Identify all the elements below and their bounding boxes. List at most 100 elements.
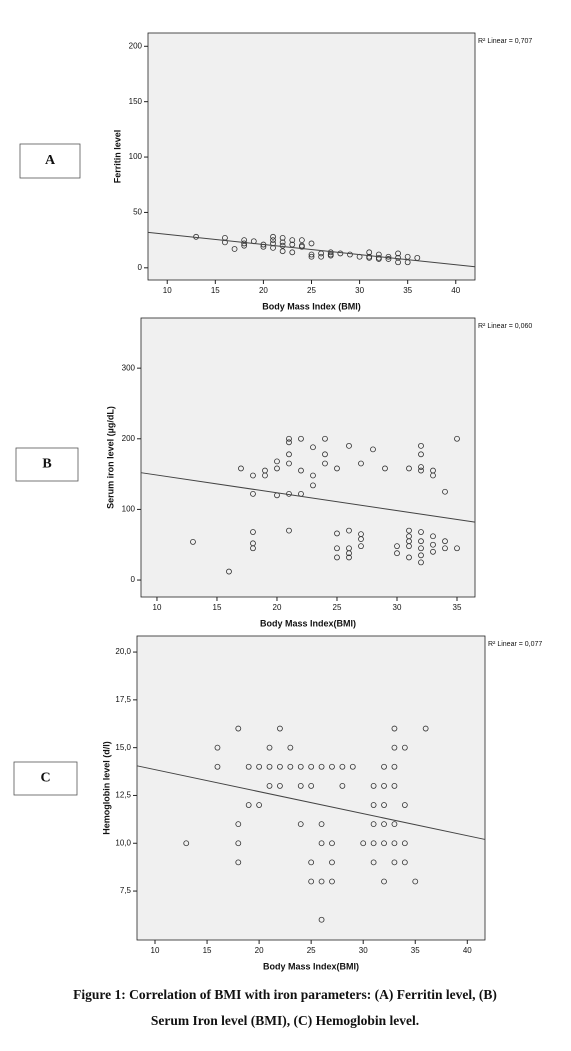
x-tick-label: 25 <box>307 946 316 955</box>
plot-area <box>147 32 476 281</box>
point <box>250 545 256 552</box>
point <box>277 763 283 770</box>
point <box>406 554 412 561</box>
point <box>298 237 305 244</box>
point <box>381 821 387 828</box>
point <box>360 840 367 847</box>
point <box>370 782 377 789</box>
point <box>358 536 364 542</box>
point <box>370 446 376 453</box>
y-tick-label: 150 <box>129 97 143 106</box>
point <box>406 543 412 550</box>
point <box>250 490 256 497</box>
r2-annotation: R² Linear = 0,707 <box>478 38 532 45</box>
x-tick-label: 40 <box>451 286 460 295</box>
point <box>310 482 316 489</box>
point <box>381 802 387 808</box>
point <box>297 763 304 770</box>
point <box>418 538 424 545</box>
point <box>346 554 352 561</box>
x-tick-label: 20 <box>273 603 282 612</box>
point <box>241 242 248 249</box>
point <box>287 744 294 751</box>
point <box>245 763 252 770</box>
point <box>346 442 352 449</box>
point <box>289 237 296 244</box>
point <box>412 878 419 885</box>
panel-box <box>15 447 79 482</box>
x-tick-label: 20 <box>259 286 268 295</box>
point <box>329 763 335 770</box>
point <box>395 259 401 266</box>
point <box>270 237 276 244</box>
point <box>334 465 340 472</box>
point <box>310 472 316 479</box>
point <box>222 239 228 246</box>
point <box>418 464 424 470</box>
point <box>391 821 398 828</box>
y-tick-label: 0 <box>138 263 143 272</box>
point <box>391 782 398 789</box>
point <box>318 821 325 828</box>
y-axis-label: Hemoglobin level (d/l) <box>101 741 111 835</box>
r2-annotation: R² Linear = 0,060 <box>478 323 532 330</box>
point <box>256 802 263 808</box>
y-tick-label: 200 <box>122 434 136 443</box>
point <box>391 859 398 866</box>
point <box>370 821 377 828</box>
point <box>337 250 344 257</box>
r2-annotation: R² Linear = 0,077 <box>488 641 542 648</box>
point <box>226 568 232 575</box>
point <box>370 802 377 808</box>
point <box>308 782 315 789</box>
y-tick-label: 17,5 <box>115 695 131 704</box>
point <box>442 545 448 552</box>
x-tick-label: 15 <box>213 603 222 612</box>
point <box>270 233 276 240</box>
panel-label: C <box>40 771 50 786</box>
point <box>334 554 340 561</box>
point <box>308 878 315 885</box>
point <box>349 763 356 770</box>
panel-box <box>13 761 78 796</box>
point <box>406 527 412 534</box>
point <box>238 465 244 472</box>
point <box>327 252 334 259</box>
point <box>454 545 460 552</box>
point <box>391 725 398 732</box>
x-tick-label: 35 <box>403 286 412 295</box>
point <box>334 545 340 552</box>
point <box>308 763 315 770</box>
point <box>394 550 400 557</box>
y-tick-label: 200 <box>129 41 143 50</box>
point <box>401 744 408 751</box>
point <box>394 543 400 550</box>
plot-area <box>140 317 476 598</box>
point <box>308 240 315 247</box>
x-axis-label: Body Mass Index (BMI) <box>262 301 361 311</box>
point <box>370 859 377 866</box>
y-tick-label: 7,5 <box>120 886 132 895</box>
point <box>366 249 373 256</box>
point <box>406 465 412 472</box>
point <box>318 763 325 770</box>
point <box>183 840 190 847</box>
point <box>418 545 424 552</box>
y-tick-label: 50 <box>133 208 142 217</box>
point <box>381 840 387 847</box>
x-tick-label: 30 <box>359 946 368 955</box>
x-tick-label: 10 <box>163 286 172 295</box>
point <box>256 763 263 770</box>
point <box>241 240 248 247</box>
point <box>297 821 304 828</box>
point <box>277 782 283 789</box>
y-tick-label: 15,0 <box>115 743 131 752</box>
panel-box <box>19 143 81 179</box>
point <box>308 251 315 258</box>
point <box>401 840 408 847</box>
point <box>262 472 268 479</box>
point <box>298 467 304 474</box>
point <box>231 246 238 252</box>
point <box>279 235 286 241</box>
x-tick-label: 15 <box>211 286 220 295</box>
